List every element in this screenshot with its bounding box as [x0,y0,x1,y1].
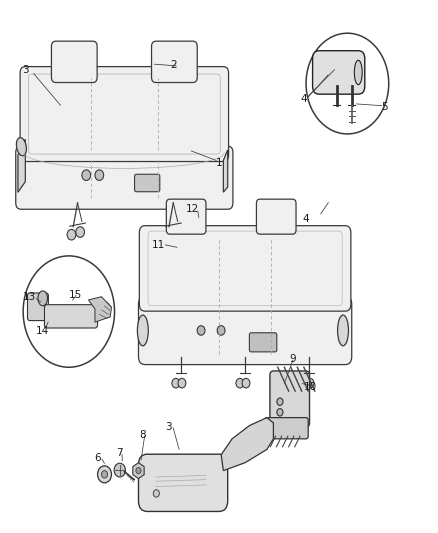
Text: 7: 7 [117,448,123,458]
Text: 13: 13 [23,292,36,302]
FancyBboxPatch shape [313,51,365,94]
Circle shape [300,378,308,388]
Circle shape [277,409,283,416]
FancyBboxPatch shape [28,293,48,320]
Text: 15: 15 [69,289,82,300]
Circle shape [95,170,104,181]
Ellipse shape [16,138,26,156]
Polygon shape [223,150,228,192]
Text: 3: 3 [22,66,28,75]
Circle shape [277,398,283,406]
Text: 11: 11 [152,240,165,251]
FancyBboxPatch shape [134,174,160,192]
FancyBboxPatch shape [265,418,308,439]
FancyBboxPatch shape [139,225,351,311]
Circle shape [76,227,85,237]
FancyBboxPatch shape [256,199,296,234]
FancyBboxPatch shape [16,146,233,209]
Text: 6: 6 [95,454,101,463]
Ellipse shape [138,315,148,346]
Circle shape [242,378,250,388]
Polygon shape [88,297,112,322]
Text: 8: 8 [140,430,146,440]
Polygon shape [18,139,25,192]
Polygon shape [133,463,144,479]
Circle shape [172,378,180,388]
Circle shape [82,170,91,181]
Text: 14: 14 [36,326,49,336]
Text: 12: 12 [186,204,200,214]
Text: 1: 1 [215,158,223,168]
Text: 10: 10 [304,382,317,392]
Circle shape [178,378,186,388]
Circle shape [153,490,159,497]
Circle shape [102,471,108,478]
FancyBboxPatch shape [249,333,277,352]
Text: 4: 4 [303,214,309,224]
Text: 5: 5 [381,102,388,112]
Circle shape [98,466,112,483]
Circle shape [236,378,244,388]
Text: 3: 3 [166,422,172,432]
Ellipse shape [354,60,362,85]
Circle shape [114,463,125,477]
FancyBboxPatch shape [166,199,206,234]
FancyBboxPatch shape [138,296,352,365]
FancyBboxPatch shape [138,454,228,512]
Circle shape [172,227,180,237]
Polygon shape [221,418,273,471]
FancyBboxPatch shape [152,41,197,83]
Circle shape [197,326,205,335]
Text: 2: 2 [170,60,177,70]
Text: 9: 9 [290,354,296,364]
Circle shape [217,326,225,335]
FancyBboxPatch shape [20,67,229,161]
Circle shape [67,229,76,240]
Ellipse shape [338,315,349,346]
Circle shape [306,378,314,388]
Ellipse shape [38,291,47,306]
FancyBboxPatch shape [51,41,97,83]
Text: 4: 4 [300,94,307,104]
FancyBboxPatch shape [45,305,98,328]
Circle shape [163,229,172,240]
FancyBboxPatch shape [270,371,310,427]
Circle shape [136,467,141,474]
